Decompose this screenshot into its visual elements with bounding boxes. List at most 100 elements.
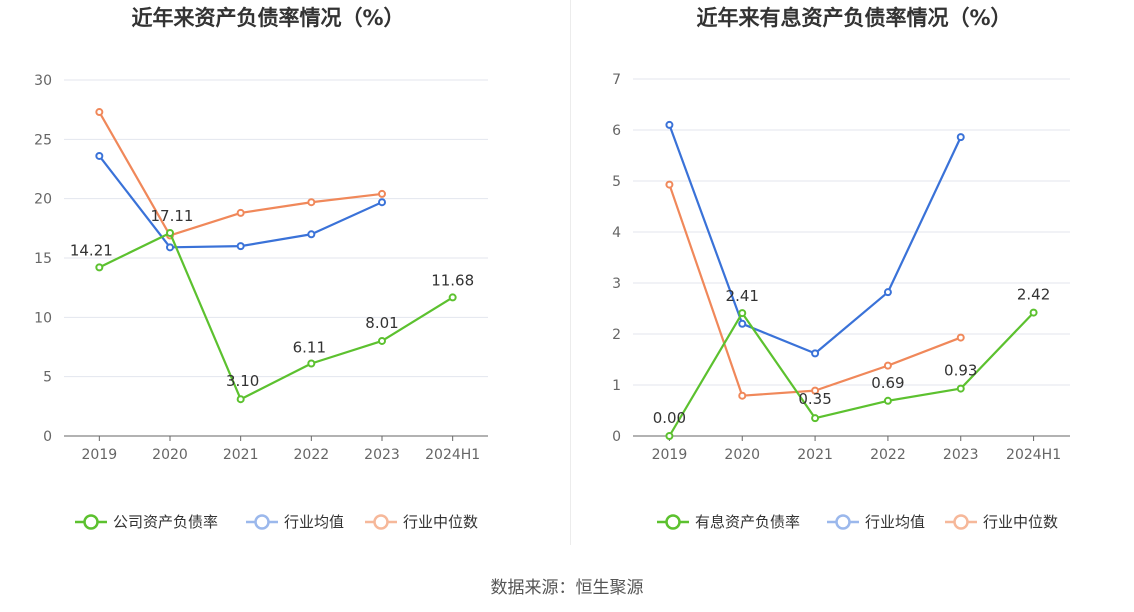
y-tick-label: 30 (34, 73, 52, 89)
data-point (166, 228, 174, 237)
data-point (236, 242, 245, 251)
y-tick-label: 2 (612, 327, 621, 343)
x-tick-label: 2023 (364, 447, 400, 463)
series-line (668, 124, 962, 355)
legend-label: 行业均值 (284, 513, 344, 531)
x-tick-label: 2024H1 (1006, 447, 1061, 463)
data-point (883, 396, 892, 405)
y-tick-label: 25 (34, 132, 52, 148)
y-tick-label: 6 (612, 123, 621, 139)
data-point (811, 414, 820, 423)
data-point (956, 333, 965, 342)
y-tick-label: 10 (34, 310, 52, 326)
x-tick-label: 2023 (943, 447, 979, 463)
series-line (668, 311, 1035, 437)
legend-label: 行业均值 (865, 513, 925, 531)
data-label: 2.42 (1017, 286, 1050, 304)
x-tick-label: 2021 (797, 447, 833, 463)
legend-item[interactable]: 有息资产负债率 (657, 513, 800, 531)
debt-ratio-line-chart: 近年来资产负债率情况（%） 0 5 10 15 20 25 30 2019 2020 2021 202… (34, 6, 488, 531)
chart-panel-debt-ratio: 近年来资产负债率情况（%） 0 5 10 15 20 25 30 2019 2020 2021 202… (0, 0, 567, 560)
x-tick-label: 2022 (870, 447, 906, 463)
legend-marker (254, 514, 270, 530)
data-point (738, 309, 747, 318)
x-tick-label: 2019 (82, 447, 118, 463)
panel-divider (570, 0, 571, 545)
data-label: 2.41 (726, 287, 759, 305)
data-point (166, 243, 174, 252)
legend-label: 行业中位数 (983, 513, 1058, 531)
data-point (307, 230, 316, 239)
data-point (738, 391, 747, 400)
data-point (236, 395, 245, 404)
y-tick-label: 0 (612, 429, 621, 445)
legend-item[interactable]: 行业均值 (246, 513, 344, 531)
data-point (236, 208, 245, 217)
series-line (98, 231, 454, 401)
y-tick-label: 3 (612, 276, 621, 292)
chart-title: 近年来有息资产负债率情况（%） (696, 6, 1011, 30)
data-point (95, 263, 104, 272)
y-tick-label: 7 (612, 72, 621, 88)
data-point (378, 198, 386, 207)
legend-marker (835, 514, 851, 530)
legend-item[interactable]: 行业均值 (827, 513, 925, 531)
legend-marker (83, 514, 99, 530)
data-point (1029, 308, 1038, 317)
series-line (98, 155, 383, 249)
data-point (307, 198, 316, 207)
legend-item[interactable]: 行业中位数 (945, 513, 1058, 531)
y-tick-label: 4 (612, 225, 621, 241)
data-source-note: 数据来源：恒生聚源 (490, 578, 644, 598)
chart-title: 近年来资产负债率情况（%） (131, 6, 404, 30)
data-label: 0.69 (871, 374, 904, 392)
legend-label: 有息资产负债率 (695, 513, 800, 531)
data-point (956, 384, 965, 393)
data-point (307, 359, 316, 368)
data-label: 17.11 (151, 207, 194, 225)
legend-item[interactable]: 行业中位数 (365, 513, 478, 531)
data-label: 0.93 (944, 362, 977, 380)
x-tick-label: 2019 (652, 447, 688, 463)
x-tick-label: 2022 (294, 447, 330, 463)
legend-marker (953, 514, 969, 530)
data-point (883, 361, 892, 370)
chart-panel-interest-debt-ratio: 近年来有息资产负债率情况（%） 0 1 2 3 4 5 6 7 2019 2020 2021 2022 2… (567, 0, 1134, 560)
y-tick-label: 5 (612, 174, 621, 190)
data-point (956, 133, 965, 142)
data-point (448, 293, 457, 302)
data-point (811, 386, 820, 395)
legend-item[interactable]: 公司资产负债率 (75, 513, 218, 531)
data-label: 6.11 (293, 338, 326, 356)
data-label: 11.68 (431, 271, 474, 289)
data-point (378, 189, 386, 198)
data-point (665, 180, 674, 189)
x-tick-label: 2020 (152, 447, 188, 463)
y-tick-label: 5 (43, 370, 52, 386)
x-tick-label: 2024H1 (425, 447, 480, 463)
data-label: 14.21 (70, 241, 113, 259)
data-point (665, 120, 674, 129)
data-point (95, 151, 104, 160)
legend-label: 公司资产负债率 (113, 513, 218, 531)
y-tick-label: 1 (612, 378, 621, 394)
data-point (738, 319, 747, 328)
legend-marker (373, 514, 389, 530)
series-line (98, 111, 383, 237)
data-label: 8.01 (365, 314, 398, 332)
y-tick-label: 20 (34, 192, 52, 208)
x-tick-label: 2020 (724, 447, 760, 463)
data-point (378, 336, 386, 345)
interest-debt-ratio-line-chart: 近年来有息资产负债率情况（%） 0 1 2 3 4 5 6 7 2019 2020 2021 2022 2… (612, 6, 1070, 531)
data-label: 3.10 (226, 372, 259, 390)
data-point (883, 288, 892, 297)
x-tick-label: 2021 (223, 447, 259, 463)
data-point (95, 108, 104, 117)
y-tick-label: 15 (34, 251, 52, 267)
data-label: 0.00 (653, 409, 686, 427)
y-tick-label: 0 (43, 429, 52, 445)
data-label: 0.35 (798, 390, 831, 408)
data-point (811, 349, 820, 358)
legend-marker (665, 514, 681, 530)
data-point (665, 432, 674, 440)
